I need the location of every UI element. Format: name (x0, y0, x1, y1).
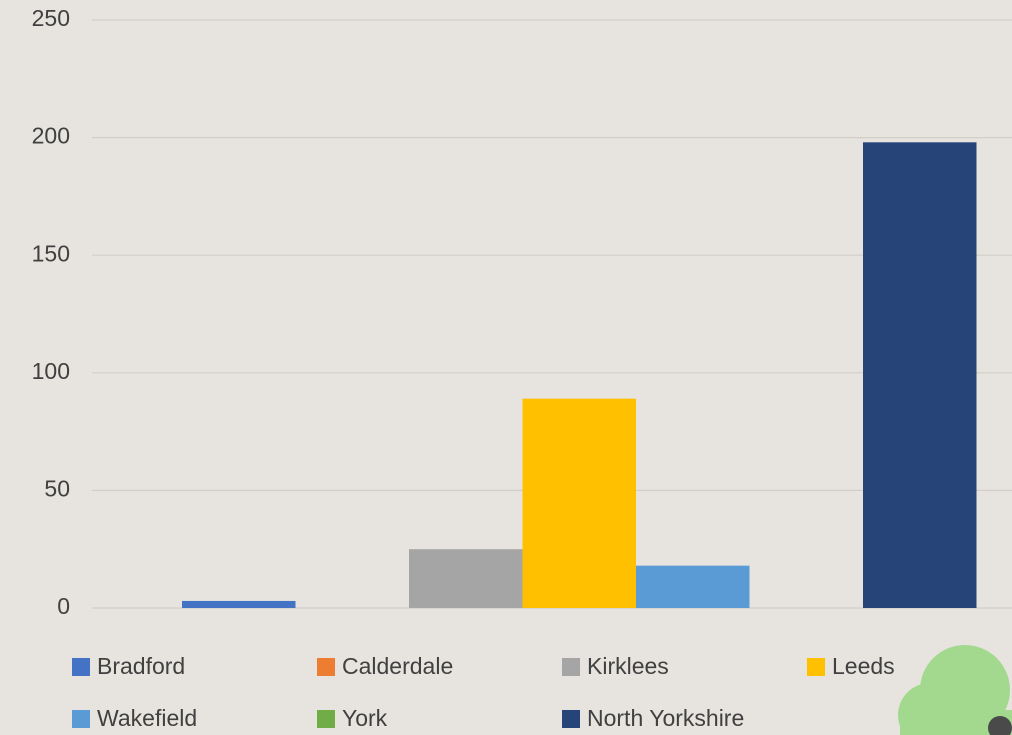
y-tick-label: 250 (32, 5, 70, 31)
legend-label: Leeds (832, 653, 895, 679)
y-tick-label: 0 (57, 593, 70, 619)
bar (409, 549, 523, 608)
legend-label: York (342, 705, 388, 731)
y-tick-label: 150 (32, 240, 70, 266)
legend-swatch (562, 658, 580, 676)
bar (863, 142, 977, 608)
y-tick-label: 50 (44, 475, 70, 501)
legend-label: Calderdale (342, 653, 453, 679)
legend-swatch (807, 658, 825, 676)
legend-swatch (562, 710, 580, 728)
legend-label: Kirklees (587, 653, 669, 679)
bar (182, 600, 296, 608)
legend-swatch (72, 658, 90, 676)
legend-swatch (72, 710, 90, 728)
decoration-icon (898, 645, 1012, 735)
legend-swatch (317, 710, 335, 728)
legend-label: Wakefield (97, 705, 197, 731)
legend-swatch (317, 658, 335, 676)
y-tick-label: 200 (32, 123, 70, 149)
bar (636, 565, 750, 608)
legend-label: North Yorkshire (587, 705, 744, 731)
bar (522, 398, 636, 608)
y-tick-label: 100 (32, 358, 70, 384)
legend-label: Bradford (97, 653, 185, 679)
